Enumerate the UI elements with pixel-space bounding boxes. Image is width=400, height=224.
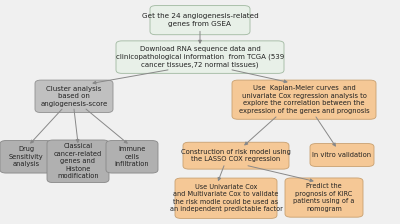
FancyBboxPatch shape bbox=[183, 142, 289, 169]
FancyBboxPatch shape bbox=[232, 80, 376, 119]
Text: Use Univariate Cox
and Multivariate Cox to validate
the risk modle could be used: Use Univariate Cox and Multivariate Cox … bbox=[170, 184, 282, 213]
Text: Get the 24 angiogenesis-related
genes from GSEA: Get the 24 angiogenesis-related genes fr… bbox=[142, 13, 258, 27]
Text: Use  Kaplan-Meier curves  and
univariate Cox regression analysis to
explore the : Use Kaplan-Meier curves and univariate C… bbox=[239, 85, 369, 114]
FancyBboxPatch shape bbox=[106, 141, 158, 173]
FancyBboxPatch shape bbox=[150, 6, 250, 35]
Text: Predict the
prognosis of KIRC
patients using of a
nomogram: Predict the prognosis of KIRC patients u… bbox=[293, 183, 355, 212]
Text: In vitro validation: In vitro validation bbox=[312, 152, 372, 158]
FancyBboxPatch shape bbox=[116, 41, 284, 73]
Text: Classical
cancer-related
genes and
Histone
modification: Classical cancer-related genes and Histo… bbox=[54, 143, 102, 179]
Text: Immune
cells
infiltration: Immune cells infiltration bbox=[115, 146, 149, 167]
FancyBboxPatch shape bbox=[0, 141, 52, 173]
Text: Drug
Sensitivity
analysis: Drug Sensitivity analysis bbox=[9, 146, 43, 167]
Text: Download RNA sequence data and
clinicopathological information  from TCGA (539
c: Download RNA sequence data and clinicopa… bbox=[116, 46, 284, 68]
FancyBboxPatch shape bbox=[35, 80, 113, 113]
FancyBboxPatch shape bbox=[175, 178, 277, 218]
FancyBboxPatch shape bbox=[285, 178, 363, 217]
FancyBboxPatch shape bbox=[310, 144, 374, 166]
Text: Cluster analysis
based on
angiogenesis-score: Cluster analysis based on angiogenesis-s… bbox=[40, 86, 108, 107]
Text: Construction of risk model using
the LASSO COX regression: Construction of risk model using the LAS… bbox=[181, 149, 291, 162]
FancyBboxPatch shape bbox=[47, 140, 109, 183]
